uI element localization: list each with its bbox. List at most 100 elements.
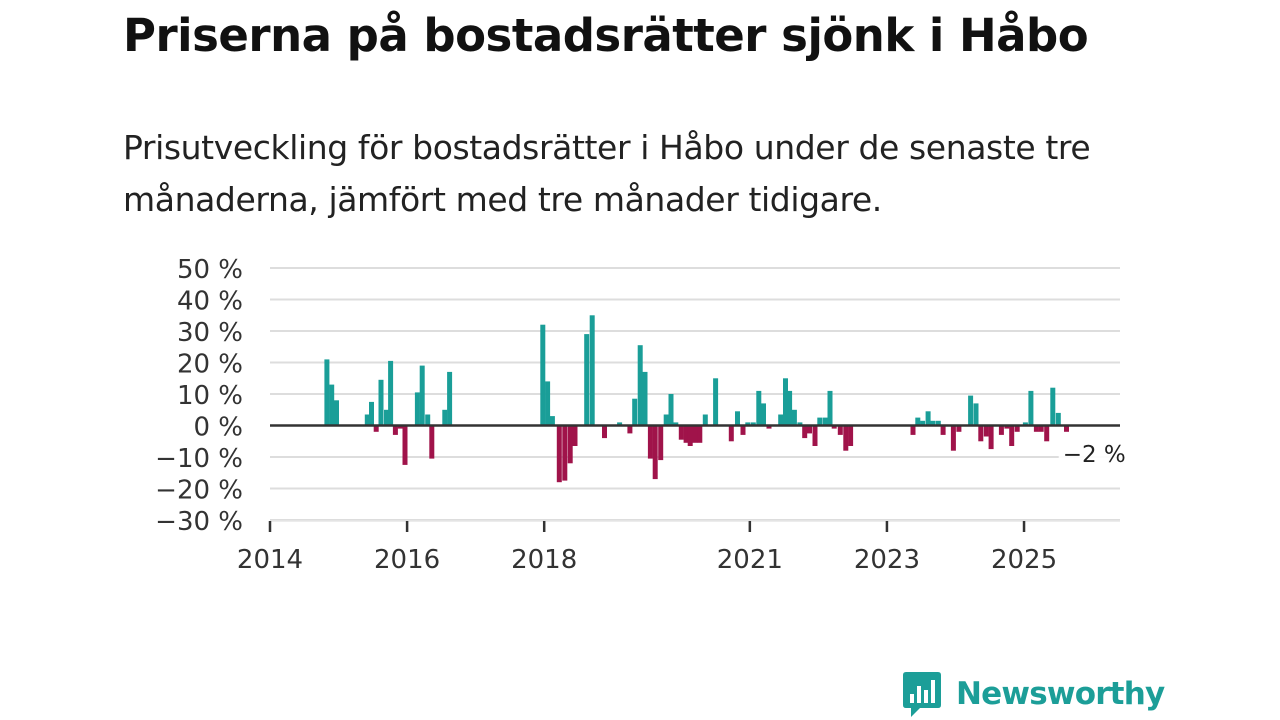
- bar: [373, 425, 379, 432]
- bar: [910, 425, 916, 435]
- x-tick-label: 2021: [717, 545, 783, 575]
- bar: [925, 411, 931, 426]
- bar: [983, 425, 989, 437]
- bar: [956, 425, 962, 432]
- bar: [429, 425, 435, 459]
- annotation-background: [1058, 439, 1135, 470]
- bar: [663, 414, 669, 426]
- x-tick-label: 2023: [854, 545, 920, 575]
- brand-name: Newsworthy: [956, 676, 1165, 712]
- bar: [567, 425, 573, 464]
- bar: [668, 394, 674, 426]
- bar: [702, 414, 708, 426]
- bar: [442, 409, 448, 426]
- y-tick-label: 30 %: [177, 318, 243, 348]
- bar: [687, 425, 693, 446]
- bar: [1009, 425, 1015, 446]
- bar: [658, 425, 664, 461]
- bar: [935, 420, 941, 426]
- bar: [414, 392, 420, 426]
- bar: [812, 425, 818, 446]
- bar: [419, 365, 425, 426]
- bar: [915, 417, 921, 426]
- bar: [562, 425, 568, 481]
- bar: [797, 422, 803, 426]
- bar: [827, 390, 833, 426]
- bar: [1014, 425, 1020, 432]
- bar: [1033, 425, 1039, 432]
- y-axis-labels: 50 %40 %30 %20 %10 %0 %−10 %−20 %−30 %: [155, 255, 243, 537]
- bar: [540, 324, 546, 426]
- annotations: −2 %: [1058, 439, 1135, 470]
- bar: [589, 315, 595, 426]
- bar: [761, 403, 766, 426]
- bar: [642, 371, 648, 426]
- bar: [837, 425, 843, 435]
- page-title: Priserna på bostadsrätter sjönk i Håbo: [123, 9, 1089, 62]
- bar: [378, 379, 384, 426]
- bar: [384, 409, 389, 426]
- bar: [807, 425, 812, 434]
- bar: [766, 425, 772, 429]
- bar: [602, 425, 607, 439]
- bar: [392, 425, 398, 435]
- x-axis: 2014 2016 2018 2021 2023 2025: [237, 520, 1120, 575]
- bar: [1064, 425, 1069, 432]
- bar: [1044, 425, 1050, 442]
- bar: [447, 371, 453, 426]
- bar: [683, 425, 689, 443]
- y-tick-label: −30 %: [155, 507, 243, 537]
- x-tick-label: 2016: [374, 545, 440, 575]
- bar: [745, 422, 751, 426]
- y-tick-label: 0 %: [193, 413, 243, 443]
- bar: [637, 345, 643, 426]
- bar: [678, 425, 684, 440]
- bar: [920, 420, 926, 426]
- bar: [556, 425, 562, 483]
- bar: [627, 425, 633, 434]
- bar: [791, 409, 797, 426]
- bar: [1038, 425, 1044, 432]
- x-tick-label: 2014: [237, 545, 303, 575]
- bar: [652, 425, 658, 480]
- bar: [673, 422, 679, 426]
- newsworthy-logo[interactable]: Newsworthy: [902, 670, 1165, 718]
- bar: [324, 359, 330, 426]
- bar: [930, 420, 936, 426]
- y-tick-label: 50 %: [177, 255, 243, 285]
- bar: [848, 425, 854, 446]
- bar: [425, 414, 431, 426]
- bar: [1004, 425, 1010, 429]
- bar: [750, 422, 756, 426]
- x-tick-label: 2025: [991, 545, 1057, 575]
- bar: [1022, 422, 1028, 426]
- bar: [632, 398, 638, 426]
- chart-subtitle: Prisutveckling för bostadsrätter i Håbo …: [123, 128, 1091, 219]
- bar: [831, 425, 837, 429]
- bar: [817, 417, 823, 426]
- y-tick-label: −10 %: [155, 444, 243, 474]
- y-tick-label: 40 %: [177, 287, 243, 317]
- bar: [1055, 412, 1061, 426]
- bar: [369, 401, 374, 426]
- bar: [692, 425, 698, 443]
- annotation-label: −2 %: [1063, 442, 1126, 468]
- bar: [822, 417, 828, 426]
- bar: [549, 416, 555, 426]
- bar: [647, 425, 653, 459]
- bar: [973, 403, 979, 426]
- bar: [617, 422, 623, 426]
- bar-chart-speech-bubble-icon: [903, 672, 941, 717]
- bar: [697, 425, 703, 443]
- bar: [940, 425, 946, 435]
- bar: [713, 378, 719, 426]
- bar: [735, 411, 740, 426]
- bar: [1050, 387, 1056, 426]
- bar: [728, 425, 734, 442]
- bar: [968, 395, 974, 426]
- bar: [843, 425, 849, 451]
- bar: [988, 425, 994, 450]
- bar: [334, 400, 339, 426]
- bar: [740, 425, 746, 435]
